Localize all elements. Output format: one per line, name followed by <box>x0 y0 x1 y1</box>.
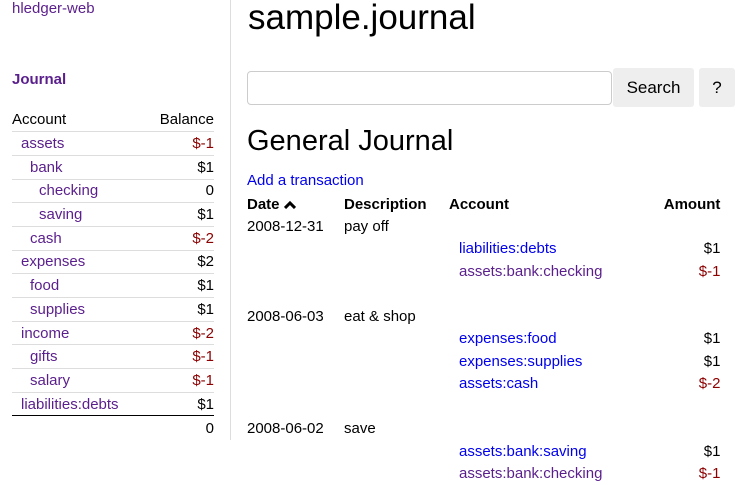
posting-row: expenses:food $1 <box>247 328 720 351</box>
account-balance: $-1 <box>146 369 214 393</box>
posting-amount: $-1 <box>602 260 720 283</box>
account-balance: $-1 <box>146 132 214 156</box>
account-link[interactable]: cash <box>30 230 62 247</box>
account-row: income $-2 <box>12 321 214 345</box>
account-row: gifts $-1 <box>12 345 214 369</box>
account-link[interactable]: liabilities:debts <box>21 396 119 413</box>
posting-row: assets:bank:saving $1 <box>247 440 720 463</box>
page-title: sample.journal <box>248 0 476 38</box>
journal-link[interactable]: Journal <box>12 71 66 88</box>
account-link[interactable]: food <box>30 277 59 294</box>
posting-account-link[interactable]: assets:cash <box>459 375 538 392</box>
account-row: assets $-1 <box>12 132 214 156</box>
posting-amount: $1 <box>602 350 720 373</box>
transaction-description: eat & shop <box>344 305 720 328</box>
posting-row: assets:bank:checking$-1 <box>247 260 720 283</box>
posting-account-link[interactable]: expenses:supplies <box>459 353 582 370</box>
amount-column-header: Amount <box>602 194 720 215</box>
posting-amount: $1 <box>602 328 720 351</box>
chevron-up-icon <box>284 196 296 213</box>
account-balance: $1 <box>146 155 214 179</box>
account-balance: $2 <box>146 250 214 274</box>
posting-row: assets:bank:checking$-1 <box>247 463 720 485</box>
account-balance: 0 <box>146 179 214 203</box>
account-link[interactable]: saving <box>39 206 82 223</box>
posting-amount: $-2 <box>602 373 720 396</box>
account-balance: $-2 <box>146 226 214 250</box>
journal-heading: General Journal <box>247 125 453 158</box>
account-row: supplies $1 <box>12 298 214 322</box>
account-link[interactable]: supplies <box>30 301 85 318</box>
account-column-header: Account <box>449 194 602 215</box>
date-label: Date <box>247 196 280 213</box>
posting-row: expenses:supplies $1 <box>247 350 720 373</box>
account-link[interactable]: gifts <box>30 348 58 365</box>
account-link[interactable]: salary <box>30 372 70 389</box>
account-link[interactable]: checking <box>39 182 98 199</box>
posting-account-link[interactable]: assets:bank:saving <box>459 443 587 460</box>
account-row: saving $1 <box>12 203 214 227</box>
posting-amount: $1 <box>602 238 720 261</box>
posting-account-link[interactable]: liabilities:debts <box>459 240 557 257</box>
account-row: salary $-1 <box>12 369 214 393</box>
account-balance: $1 <box>146 392 214 416</box>
account-row: bank $1 <box>12 155 214 179</box>
posting-row: assets:cash $-2 <box>247 373 720 396</box>
transaction-date: 2008-06-03 <box>247 305 344 328</box>
date-column-header[interactable]: Date <box>247 194 344 215</box>
journal-table: Date Description Account Amount 2008-12-… <box>247 194 720 485</box>
posting-account-link[interactable]: expenses:food <box>459 330 557 347</box>
transaction-date: 2008-12-31 <box>247 215 344 238</box>
posting-row: liabilities:debts $1 <box>247 238 720 261</box>
posting-amount: $-1 <box>602 463 720 485</box>
description-column-header: Description <box>344 194 449 215</box>
account-link[interactable]: income <box>21 325 69 342</box>
account-row: food $1 <box>12 274 214 298</box>
posting-amount: $1 <box>602 440 720 463</box>
account-row: cash $-2 <box>12 226 214 250</box>
posting-account-link[interactable]: assets:bank:checking <box>459 465 602 482</box>
transaction-description: pay off <box>344 215 720 238</box>
add-transaction-link[interactable]: Add a transaction <box>247 172 364 189</box>
help-button[interactable]: ? <box>699 68 735 107</box>
account-row: expenses $2 <box>12 250 214 274</box>
account-row: liabilities:debts $1 <box>12 392 214 416</box>
account-header: Account <box>12 108 146 132</box>
total-balance: 0 <box>146 416 214 440</box>
transaction-date: 2008-06-02 <box>247 418 344 441</box>
account-row: checking 0 <box>12 179 214 203</box>
posting-account-link[interactable]: assets:bank:checking <box>459 263 602 280</box>
account-balance: $-2 <box>146 321 214 345</box>
brand-link[interactable]: hledger-web <box>12 0 95 17</box>
search-button[interactable]: Search <box>613 68 694 107</box>
account-balance: $1 <box>146 274 214 298</box>
transaction-description: save <box>344 418 720 441</box>
balance-header: Balance <box>146 108 214 132</box>
account-link[interactable]: bank <box>30 159 63 176</box>
account-balance: $1 <box>146 298 214 322</box>
account-link[interactable]: assets <box>21 135 64 152</box>
account-balance: $1 <box>146 203 214 227</box>
account-balance: $-1 <box>146 345 214 369</box>
search-input[interactable] <box>247 71 612 105</box>
account-link[interactable]: expenses <box>21 253 85 270</box>
